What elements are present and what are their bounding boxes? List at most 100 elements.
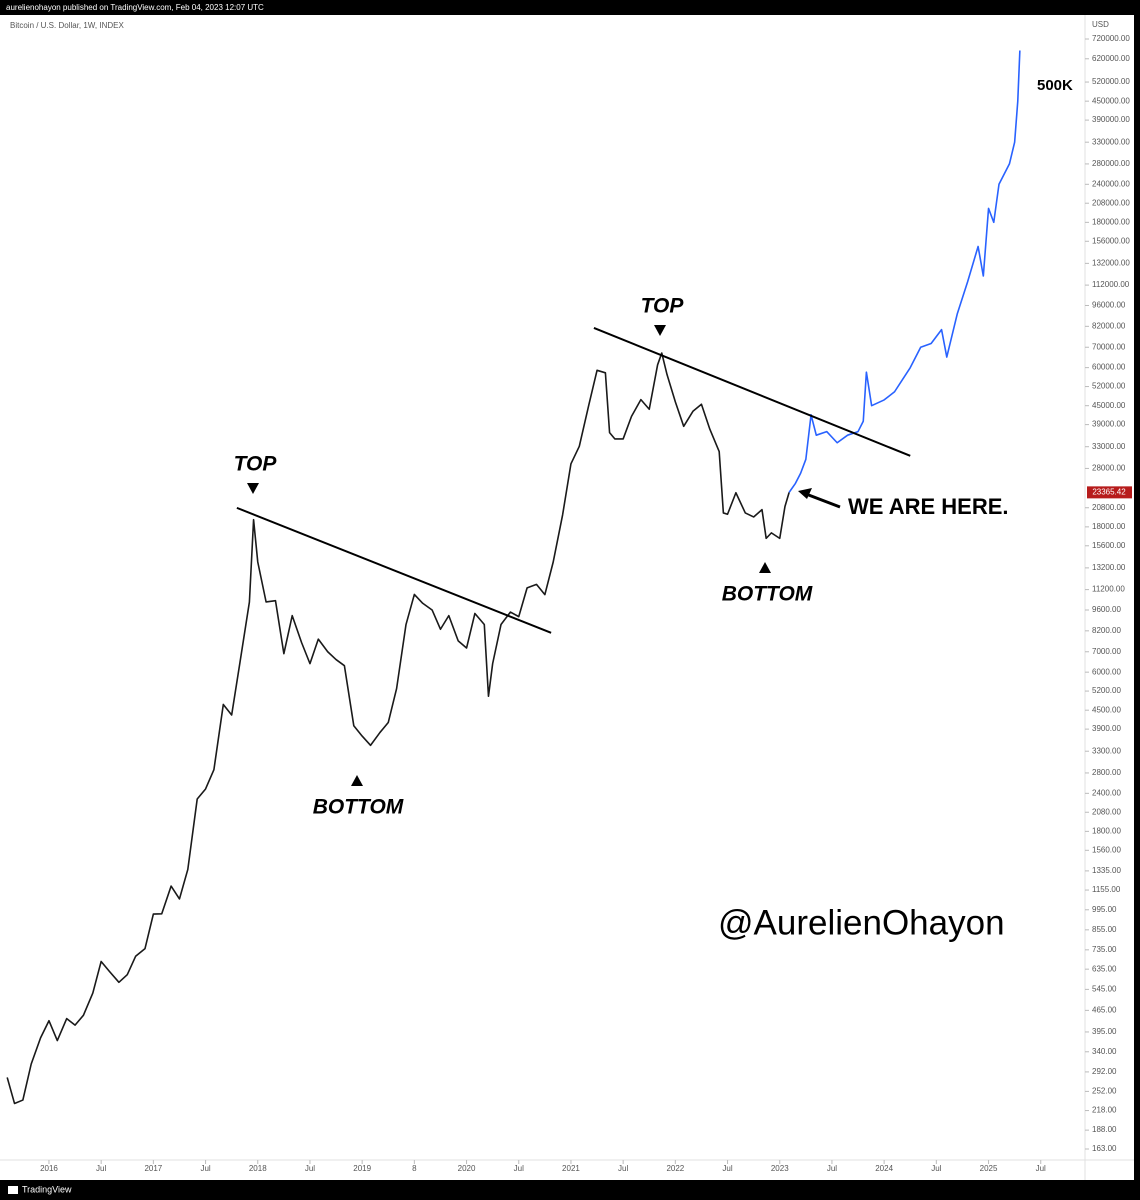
y-tick-label: 635.00 bbox=[1092, 964, 1117, 973]
y-tick-label: 995.00 bbox=[1092, 905, 1117, 914]
y-tick-label: 735.00 bbox=[1092, 945, 1117, 954]
arrow-up bbox=[759, 562, 771, 573]
last-price-label: 23365.42 bbox=[1092, 487, 1126, 496]
arrow-up bbox=[351, 775, 363, 786]
x-tick-label: Jul bbox=[931, 1164, 941, 1173]
y-tick-label: 82000.00 bbox=[1092, 321, 1126, 330]
y-tick-label: 218.00 bbox=[1092, 1106, 1117, 1115]
x-tick-label: 2019 bbox=[353, 1164, 371, 1173]
x-tick-label: Jul bbox=[618, 1164, 628, 1173]
y-tick-label: 132000.00 bbox=[1092, 258, 1130, 267]
x-tick-label: 2021 bbox=[562, 1164, 580, 1173]
y-tick-label: 39000.00 bbox=[1092, 420, 1126, 429]
y-tick-label: 20800.00 bbox=[1092, 503, 1126, 512]
y-tick-label: 465.00 bbox=[1092, 1005, 1117, 1014]
y-tick-label: 395.00 bbox=[1092, 1027, 1117, 1036]
y-tick-label: 112000.00 bbox=[1092, 280, 1130, 289]
y-tick-label: 1335.00 bbox=[1092, 866, 1121, 875]
y-tick-label: 1800.00 bbox=[1092, 826, 1121, 835]
footer: TradingView bbox=[22, 1184, 72, 1194]
y-tick-label: 292.00 bbox=[1092, 1067, 1117, 1076]
x-tick-label: 2020 bbox=[458, 1164, 476, 1173]
y-tick-label: 545.00 bbox=[1092, 984, 1117, 993]
y-tick-label: 1155.00 bbox=[1092, 885, 1121, 894]
y-tick-label: 9600.00 bbox=[1092, 605, 1121, 614]
x-tick-label: Jul bbox=[827, 1164, 837, 1173]
y-tick-label: 450000.00 bbox=[1092, 96, 1130, 105]
y-tick-label: 2080.00 bbox=[1092, 807, 1121, 816]
arrow-down bbox=[654, 325, 666, 336]
y-tick-label: 340.00 bbox=[1092, 1047, 1117, 1056]
x-tick-label: Jul bbox=[96, 1164, 106, 1173]
annotation: WE ARE HERE. bbox=[848, 494, 1009, 519]
logo bbox=[8, 1186, 18, 1194]
annotation: BOTTOM bbox=[722, 583, 813, 606]
y-tick-label: 8200.00 bbox=[1092, 626, 1121, 635]
y-tick-label: 3900.00 bbox=[1092, 724, 1121, 733]
y-tick-label: 280000.00 bbox=[1092, 159, 1130, 168]
x-tick-label: Jul bbox=[514, 1164, 524, 1173]
trendline bbox=[593, 327, 911, 457]
y-tick-label: 4500.00 bbox=[1092, 705, 1121, 714]
y-tick-label: 720000.00 bbox=[1092, 34, 1130, 43]
y-tick-label: 2800.00 bbox=[1092, 768, 1121, 777]
x-tick-label: 2022 bbox=[666, 1164, 684, 1173]
y-tick-label: 620000.00 bbox=[1092, 54, 1130, 63]
y-tick-label: 33000.00 bbox=[1092, 442, 1126, 451]
x-tick-label: Jul bbox=[200, 1164, 210, 1173]
y-tick-label: 240000.00 bbox=[1092, 179, 1130, 188]
y-tick-label: 2400.00 bbox=[1092, 788, 1121, 797]
y-tick-label: 252.00 bbox=[1092, 1086, 1117, 1095]
y-tick-label: 70000.00 bbox=[1092, 342, 1126, 351]
y-tick-label: 163.00 bbox=[1092, 1144, 1117, 1153]
pointer-arrowhead bbox=[798, 488, 812, 499]
header: aurelienohayon published on TradingView.… bbox=[6, 3, 264, 12]
y-tick-label: 52000.00 bbox=[1092, 382, 1126, 391]
y-tick-label: 188.00 bbox=[1092, 1125, 1117, 1134]
x-tick-label: Jul bbox=[722, 1164, 732, 1173]
y-tick-label: 1560.00 bbox=[1092, 845, 1121, 854]
y-tick-label: 3300.00 bbox=[1092, 746, 1121, 755]
y-tick-label: 855.00 bbox=[1092, 925, 1117, 934]
annotation: TOP bbox=[641, 295, 685, 318]
pointer-arrow bbox=[805, 492, 841, 509]
x-tick-label: Jul bbox=[1036, 1164, 1046, 1173]
x-tick-label: 2023 bbox=[771, 1164, 789, 1173]
y-tick-label: 18000.00 bbox=[1092, 522, 1126, 531]
watermark: @AurelienOhayon bbox=[718, 903, 1005, 942]
y-tick-label: 45000.00 bbox=[1092, 401, 1126, 410]
y-tick-label: 180000.00 bbox=[1092, 217, 1130, 226]
y-tick-label: 330000.00 bbox=[1092, 137, 1130, 146]
x-tick-label: 8 bbox=[412, 1164, 417, 1173]
y-tick-label: 6000.00 bbox=[1092, 667, 1121, 676]
x-tick-label: 2024 bbox=[875, 1164, 893, 1173]
x-tick-label: 2016 bbox=[40, 1164, 58, 1173]
plot bbox=[6, 50, 1021, 1105]
price-line bbox=[788, 50, 1021, 493]
x-tick-label: 2017 bbox=[144, 1164, 162, 1173]
y-axis-label: USD bbox=[1092, 20, 1109, 29]
x-tick-label: 2025 bbox=[980, 1164, 998, 1173]
last-price-box bbox=[1087, 486, 1132, 499]
arrow-down bbox=[247, 483, 259, 494]
y-tick-label: 208000.00 bbox=[1092, 198, 1130, 207]
annotation: 500K bbox=[1037, 77, 1073, 94]
chart-title: Bitcoin / U.S. Dollar, 1W, INDEX bbox=[10, 21, 124, 30]
x-tick-label: Jul bbox=[305, 1164, 315, 1173]
annotation: TOP bbox=[234, 453, 278, 476]
chart-background bbox=[0, 15, 1134, 1180]
trendline bbox=[236, 506, 552, 634]
y-tick-label: 13200.00 bbox=[1092, 563, 1126, 572]
y-tick-label: 520000.00 bbox=[1092, 77, 1130, 86]
y-tick-label: 60000.00 bbox=[1092, 363, 1126, 372]
x-tick-label: 2018 bbox=[249, 1164, 267, 1173]
y-tick-label: 390000.00 bbox=[1092, 115, 1130, 124]
y-tick-label: 11200.00 bbox=[1092, 585, 1125, 594]
y-tick-label: 15600.00 bbox=[1092, 541, 1126, 550]
annotation: BOTTOM bbox=[313, 796, 404, 819]
y-tick-label: 5200.00 bbox=[1092, 686, 1121, 695]
y-tick-label: 28000.00 bbox=[1092, 464, 1126, 473]
y-tick-label: 7000.00 bbox=[1092, 647, 1121, 656]
price-line bbox=[6, 352, 790, 1105]
